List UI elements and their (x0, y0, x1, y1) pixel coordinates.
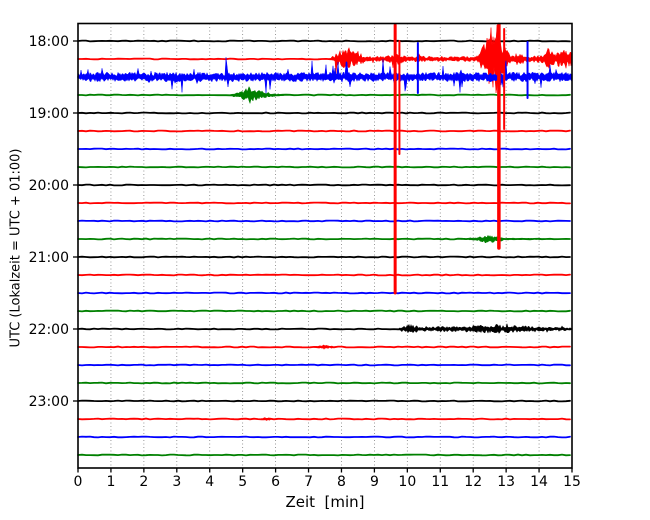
trace-19:45 (77, 165, 571, 169)
hour-tick-label: 23:00 (29, 394, 69, 410)
trace-23:15 (77, 417, 571, 421)
trace-23:45 (77, 453, 571, 457)
event-burst-20:45 (458, 234, 547, 244)
trace-19:15 (77, 129, 571, 133)
x-tick-label: 9 (370, 474, 379, 490)
hour-tick-label: 18:00 (29, 34, 69, 50)
trace-18:45 (77, 93, 571, 97)
x-tick-label: 13 (497, 474, 515, 490)
trace-19:00 (77, 111, 571, 115)
y-axis-label: UTC (Lokalzeit = UTC + 01:00) (8, 148, 24, 348)
trace-21:30 (77, 291, 571, 295)
event-burst-23:15 (260, 417, 274, 421)
x-tick-label: 14 (530, 474, 548, 490)
x-tick-label: 2 (139, 474, 148, 490)
trace-22:30 (77, 363, 571, 367)
x-tick-label: 11 (431, 474, 449, 490)
x-tick-label: 5 (238, 474, 247, 490)
trace-19:30 (77, 147, 571, 151)
event-burst-22:15 (313, 344, 337, 350)
x-tick-label: 1 (106, 474, 115, 490)
trace-23:30 (77, 435, 571, 439)
trace-23:00 (77, 399, 571, 403)
trace-20:00 (77, 183, 571, 187)
trace-21:15 (77, 273, 571, 277)
hour-tick-label: 21:00 (29, 250, 69, 266)
x-tick-label: 10 (398, 474, 416, 490)
event-burst-18:45 (229, 86, 286, 105)
x-tick-label: 15 (563, 474, 581, 490)
x-tick-label: 0 (74, 474, 83, 490)
x-tick-label: 6 (271, 474, 280, 490)
hour-tick-label: 20:00 (29, 178, 69, 194)
x-axis-label: Zeit [min] (285, 493, 365, 511)
hour-tick-label: 22:00 (29, 322, 69, 338)
x-tick-label: 3 (172, 474, 181, 490)
trace-21:00 (77, 255, 571, 259)
trace-20:15 (77, 201, 571, 205)
trace-22:45 (77, 381, 571, 385)
x-tick-label: 4 (205, 474, 214, 490)
hour-tick-label: 19:00 (29, 106, 69, 122)
event-burst-22:00 (398, 322, 573, 334)
trace-21:45 (77, 309, 571, 313)
x-tick-label: 7 (304, 474, 313, 490)
x-tick-label: 8 (337, 474, 346, 490)
trace-20:30 (77, 219, 571, 223)
x-tick-label: 12 (464, 474, 482, 490)
event-burst-18:15 (328, 24, 573, 94)
plot-frame (77, 22, 573, 469)
